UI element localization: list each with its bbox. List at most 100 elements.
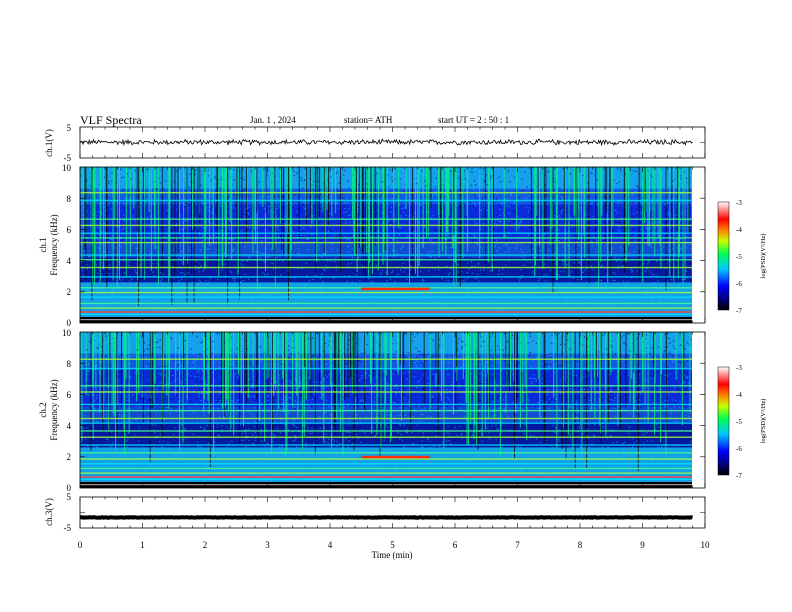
low-frequency-band <box>80 319 692 321</box>
ch1-freq-tick-4: 4 <box>67 256 72 266</box>
transmitter-line <box>80 191 692 194</box>
transmitter-line <box>80 237 692 239</box>
ch3-waveform-ylabel: ch.3(V) <box>44 498 54 526</box>
time-tick-label: 0 <box>78 540 83 550</box>
ch1-freq-tick-8: 8 <box>67 194 72 204</box>
ch1-colorbar-tick-m5: -5 <box>736 253 742 261</box>
ch2-spectrogram-image <box>80 332 692 488</box>
ch1-colorbar-tick-m4: -4 <box>736 226 742 234</box>
transmitter-line <box>80 302 692 305</box>
spectrogram-dark-band <box>80 257 692 283</box>
transmitter-line <box>80 436 692 438</box>
ch2-freq-tick-8: 8 <box>67 359 72 369</box>
ch3-ytick-bottom: -5 <box>64 523 72 533</box>
station-label: station= ATH <box>344 115 393 125</box>
transmitter-line <box>80 307 692 309</box>
ch1-waveform-ticks <box>79 127 706 158</box>
time-tick-label: 6 <box>453 540 458 550</box>
transmitter-line <box>80 254 692 256</box>
ch1-colorbar-tick-m6: -6 <box>736 280 742 288</box>
ch1-freq-tick-2: 2 <box>67 287 72 297</box>
transmitter-line <box>80 218 692 220</box>
ch2-colorbar-tick-m6: -6 <box>736 445 742 453</box>
ch2-spectrogram-ticks <box>79 332 706 488</box>
ch1-waveform-panel: 5 -5 ch.1(V) <box>44 123 706 163</box>
transmitter-line <box>80 417 692 420</box>
time-tick-label: 5 <box>390 540 395 550</box>
ch2-spectrogram-panel: 0 2 4 6 8 10 ch.2 Frequency (kHz) -3 -4 … <box>38 328 767 493</box>
ch1-spectrogram-image <box>80 167 692 323</box>
ch2-freq-tick-2: 2 <box>67 452 72 462</box>
time-tick-label: 3 <box>265 540 270 550</box>
time-tick-label: 2 <box>203 540 208 550</box>
ch2-colorbar-label: log(PSD)(V²/Hz) <box>760 399 767 444</box>
ch3-waveform-ticks <box>79 497 706 528</box>
ch2-colorbar <box>717 366 730 476</box>
transmitter-line <box>80 422 692 424</box>
ch3-waveform-panel: 5 -5 ch.3(V) 0 1 2 3 4 5 6 7 8 9 10 Time (min) <box>44 492 710 560</box>
ch1-freq-tick-10: 10 <box>62 163 72 173</box>
ch1-colorbar-tick-m7: -7 <box>736 307 742 315</box>
transmitter-line <box>80 385 692 387</box>
time-axis-tick-labels: 0 1 2 3 4 5 6 7 8 9 10 <box>78 540 710 550</box>
ch2-colorbar-tick-m3: -3 <box>736 364 742 372</box>
transmitter-line <box>80 391 692 393</box>
ch1-colorbar-label: log(PSD)(V²/Hz) <box>760 234 767 279</box>
transmitter-line <box>80 403 692 406</box>
time-axis-label: Time (min) <box>372 550 413 560</box>
transmitter-line <box>80 410 692 412</box>
ch2-colorbar-tick-m4: -4 <box>736 391 742 399</box>
time-tick-label: 10 <box>701 540 711 550</box>
transmitter-line <box>80 367 692 370</box>
ch2-colorbar-tick-m5: -5 <box>736 418 742 426</box>
time-tick-label: 1 <box>140 540 145 550</box>
ch1-colorbar <box>717 201 730 311</box>
transmitter-line <box>80 472 692 474</box>
figure-title: VLF Spectra <box>80 113 142 127</box>
ch2-freq-tick-0: 0 <box>67 483 72 493</box>
transmitter-line <box>80 291 692 294</box>
start-time-label: start UT = 2 : 50 : 1 <box>438 115 509 125</box>
ch2-frequency-axis-label: Frequency (kHz) <box>49 379 59 440</box>
low-frequency-band <box>80 311 692 313</box>
transmitter-line <box>80 478 692 481</box>
ch2-freq-tick-6: 6 <box>67 390 72 400</box>
ch1-ytick-top: 5 <box>67 123 72 133</box>
transmitter-line <box>80 266 692 269</box>
time-tick-label: 7 <box>515 540 520 550</box>
tick-marks <box>79 332 706 488</box>
time-tick-label: 8 <box>578 540 583 550</box>
ch1-waveform-line <box>79 138 693 147</box>
transmitter-line <box>80 358 692 360</box>
ch2-freq-tick-10: 10 <box>62 328 72 338</box>
low-frequency-band <box>80 476 692 478</box>
transmitter-line <box>80 232 692 234</box>
ch1-spectrogram-panel: 0 2 4 6 8 10 ch.1 Frequency (kHz) -3 -4 … <box>38 163 767 328</box>
bright-segment <box>361 287 430 291</box>
transmitter-line <box>80 259 692 261</box>
spectrogram-dark-band <box>80 422 692 448</box>
ch3-waveform-line <box>79 515 693 520</box>
ch2-freq-tick-4: 4 <box>67 421 72 431</box>
transmitter-line <box>80 467 692 470</box>
ch1-spectrogram-ylabel: ch.1 <box>38 237 48 252</box>
tick-marks <box>79 497 706 528</box>
transmitter-line <box>80 224 692 227</box>
tick-marks <box>79 167 706 323</box>
ch1-freq-tick-0: 0 <box>67 318 72 328</box>
transmitter-line <box>80 463 692 465</box>
tick-marks <box>79 127 706 158</box>
ch1-frequency-axis-label: Frequency (kHz) <box>49 214 59 275</box>
transmitter-line <box>80 199 692 202</box>
ch1-spectrogram-ticks <box>79 167 706 323</box>
time-tick-label: 9 <box>640 540 645 550</box>
transmitter-line <box>80 313 692 316</box>
low-frequency-band <box>80 484 692 486</box>
ch2-spectrogram-ylabel: ch.2 <box>38 402 48 417</box>
transmitter-line <box>80 430 692 432</box>
transmitter-line <box>80 241 692 244</box>
ch1-colorbar-tick-m3: -3 <box>736 199 742 207</box>
transmitter-line <box>80 444 692 446</box>
time-tick-label: 4 <box>328 540 333 550</box>
ch1-ytick-bottom: -5 <box>64 153 72 163</box>
